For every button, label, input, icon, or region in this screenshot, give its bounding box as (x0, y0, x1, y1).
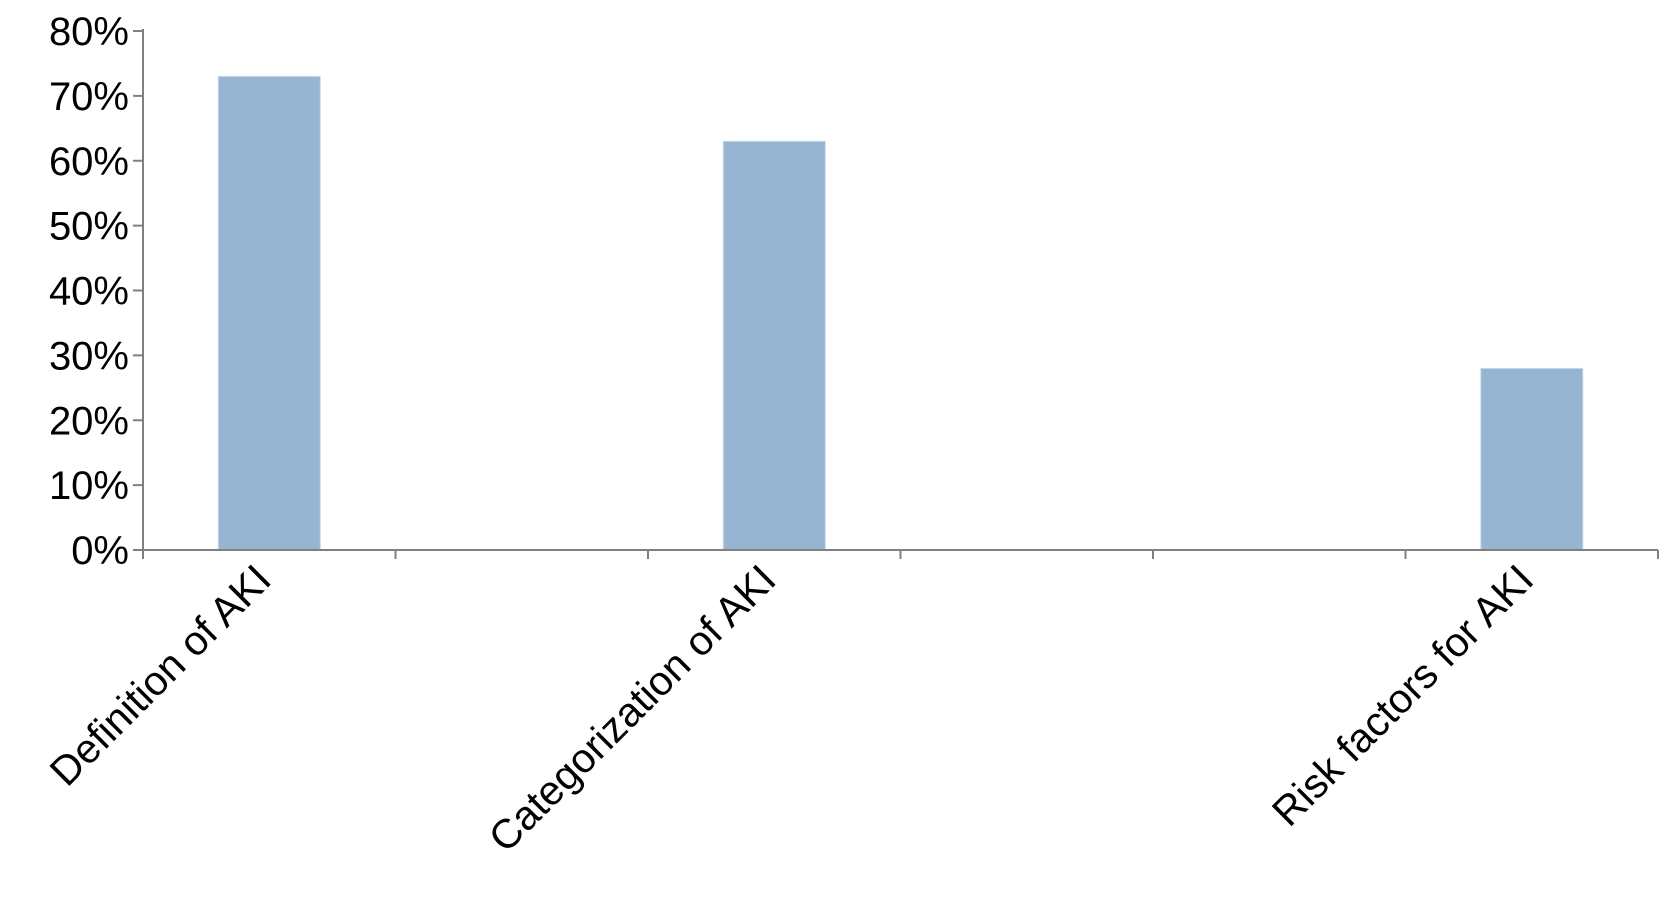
y-tick-label: 20% (49, 399, 129, 443)
y-tick-label: 60% (49, 140, 129, 184)
bars-group (217, 75, 1584, 551)
x-category-label: Risk factors for AKI (1263, 556, 1542, 835)
y-tick-label: 50% (49, 205, 129, 249)
y-tick-label: 70% (49, 75, 129, 119)
x-category-label: Categorization of AKI (480, 556, 785, 861)
y-tick-label: 80% (49, 10, 129, 54)
x-category-label: Definition of AKI (41, 556, 280, 795)
x-tick-labels-group: Definition of AKI Categorization of AKI Ri… (41, 556, 1542, 861)
y-tick-label: 10% (49, 464, 129, 508)
y-tick-label: 0% (71, 529, 129, 573)
y-tick-labels-group: 0% 10% 20% 30% 40% 50% 60% 70% 80% (49, 10, 129, 573)
y-tick-label: 30% (49, 334, 129, 378)
y-tick-label: 40% (49, 270, 129, 314)
bar (722, 140, 826, 551)
axes-group (133, 29, 1659, 559)
bar (217, 75, 321, 551)
bar (1480, 367, 1584, 551)
